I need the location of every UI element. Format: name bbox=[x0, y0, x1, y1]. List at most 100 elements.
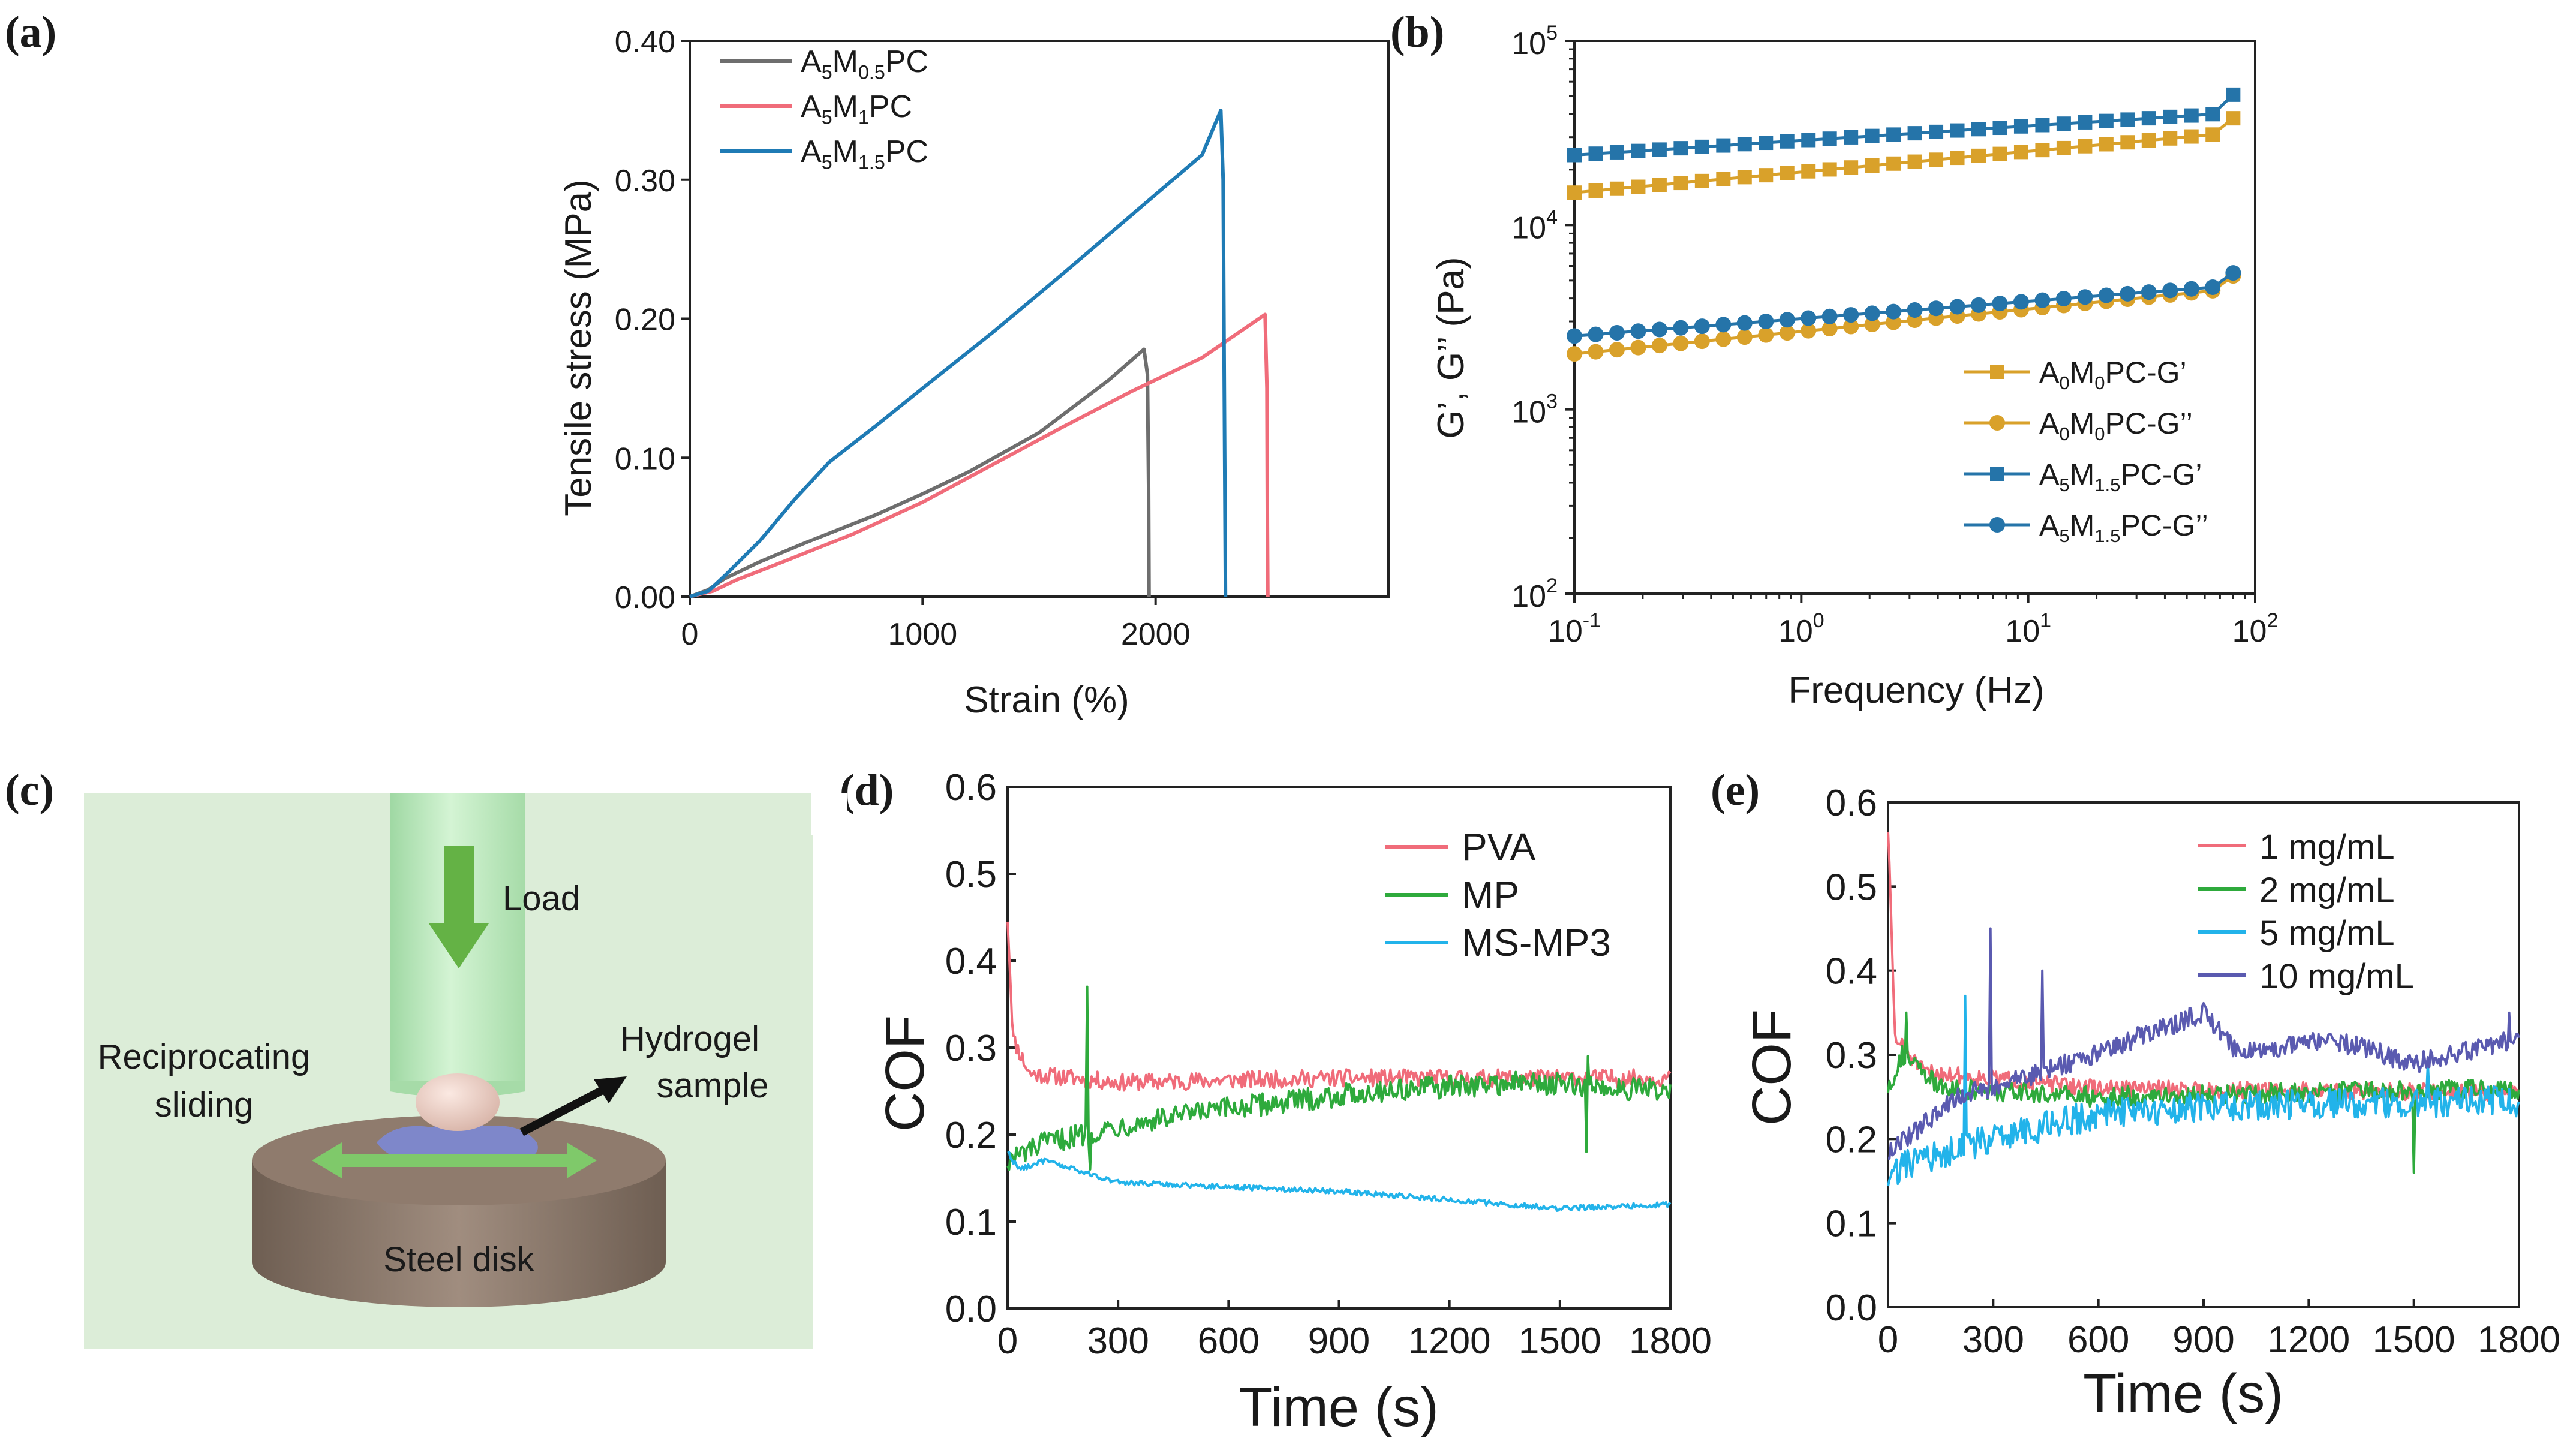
panel-b-square-marker bbox=[2205, 127, 2220, 142]
panel-b-square-marker bbox=[1822, 131, 1837, 146]
panel-a-ytick-label: 0.40 bbox=[615, 25, 675, 59]
panel-d-legend-label: MS-MP3 bbox=[1462, 921, 1611, 964]
panel-d-xtick-label: 600 bbox=[1198, 1320, 1260, 1362]
panel-d-xtick-label: 900 bbox=[1308, 1320, 1370, 1362]
panel-b-square-marker bbox=[1652, 178, 1667, 192]
panel-b-circle-marker bbox=[2141, 284, 2157, 300]
panel-b-legend-square bbox=[1990, 467, 2004, 481]
panel-b-square-marker bbox=[2226, 87, 2241, 102]
panel-d-xtick-label: 1200 bbox=[1408, 1320, 1491, 1362]
panel-b-circle-marker bbox=[1651, 338, 1667, 354]
panel-e-ytick-label: 0.2 bbox=[1826, 1119, 1877, 1160]
panel-e-xlabel: Time (s) bbox=[2083, 1363, 2283, 1424]
panel-b-xtick-label: 100 bbox=[1778, 609, 1824, 649]
panel-b-circle-marker bbox=[1864, 305, 1880, 321]
panel-b-legend-label: A5M1.5PC-G’ bbox=[2039, 458, 2202, 495]
panel-a-legend-label: A5M1PC bbox=[801, 89, 912, 128]
sliding-double-arrow-icon bbox=[312, 1142, 597, 1178]
panel-b-circle-marker bbox=[1843, 307, 1859, 323]
panel-b-square-marker bbox=[1588, 146, 1603, 161]
panel-a-xtick-label: 2000 bbox=[1121, 617, 1191, 652]
panel-b-legend-label: A5M1.5PC-G’’ bbox=[2039, 509, 2208, 546]
panel-b-circle-marker bbox=[2120, 285, 2136, 302]
panel-b-circle-marker bbox=[1588, 344, 1604, 360]
panel-b-square-marker bbox=[1694, 173, 1709, 188]
panel-b-square-marker bbox=[1716, 138, 1731, 153]
panel-b-square-marker bbox=[1992, 121, 2007, 136]
steel-disk-label: Steel disk bbox=[383, 1240, 534, 1279]
panel-d-xtick-label: 300 bbox=[1087, 1320, 1149, 1362]
panel-e-xtick-label: 600 bbox=[2067, 1319, 2129, 1361]
panel-b-frame bbox=[1573, 40, 2256, 595]
panel-b-ytick-label: 105 bbox=[1511, 22, 1558, 61]
panel-b-circle-marker bbox=[2055, 290, 2072, 306]
panel-b-square-marker bbox=[2141, 111, 2156, 126]
panel-e-legend-label: 1 mg/mL bbox=[2259, 828, 2395, 867]
panel-b-circle-marker bbox=[1928, 300, 1944, 317]
panel-e-ylabel: COF bbox=[1741, 1009, 1802, 1126]
panel-b-square-marker bbox=[2078, 115, 2093, 130]
panel-b-circle-marker bbox=[1758, 313, 1774, 329]
panel-b-circle-marker bbox=[1567, 346, 1582, 362]
panel-a-tensile-chart: Tensile stress (MPa) Strain (%) 0.00 0.10… bbox=[558, 25, 1390, 721]
panel-b-square-marker bbox=[1694, 139, 1709, 154]
panel-b-circle-marker bbox=[1821, 321, 1838, 337]
panel-e-cof-chart: COF Time (s) 0.0 0.1 0.2 0.3 0.4 0.5 0.6 0 300 60… bbox=[1741, 783, 2560, 1424]
panel-b-circle-marker bbox=[1886, 303, 1902, 320]
sliding-label-line1: Reciprocating bbox=[98, 1037, 311, 1076]
panel-d-ytick-label: 0.3 bbox=[945, 1028, 997, 1069]
panel-b-square-marker bbox=[1673, 141, 1688, 156]
panel-d-frame bbox=[1006, 786, 1672, 1310]
panel-label-c: (c) bbox=[5, 766, 54, 815]
panel-e-xtick-label: 900 bbox=[2172, 1319, 2234, 1361]
panel-a-ytick-label: 0.30 bbox=[615, 164, 675, 198]
panel-b-circle-marker bbox=[2098, 287, 2114, 303]
panel-b-square-marker bbox=[2184, 129, 2199, 144]
panel-a-ylabel: Tensile stress (MPa) bbox=[558, 179, 599, 516]
panel-b-circle-marker bbox=[1673, 335, 1689, 351]
panel-b-square-marker bbox=[1567, 148, 1582, 163]
panel-a-xtick-label: 1000 bbox=[888, 617, 957, 652]
panel-b-square-marker bbox=[1716, 172, 1731, 186]
panel-d-ytick-label: 0.5 bbox=[945, 854, 997, 895]
panel-b-xtick-label: 102 bbox=[2232, 609, 2279, 649]
panel-b-square-marker bbox=[1886, 156, 1901, 171]
panel-b-square-marker bbox=[1950, 123, 1965, 138]
panel-b-circle-marker bbox=[2205, 279, 2221, 295]
panel-b-circle-marker bbox=[1821, 308, 1838, 324]
panel-d-ytick-label: 0.0 bbox=[945, 1289, 997, 1330]
panel-label-e: (e) bbox=[1711, 766, 1760, 815]
panel-b-legend-circle bbox=[1989, 415, 2005, 431]
panel-e-xtick-label: 1800 bbox=[2478, 1319, 2560, 1361]
panel-b-square-marker bbox=[1780, 166, 1795, 180]
panel-d-ylabel: COF bbox=[874, 1015, 936, 1132]
panel-e-xtick-label: 0 bbox=[1878, 1319, 1898, 1361]
panel-b-circle-marker bbox=[1673, 320, 1689, 336]
panel-e-ytick-label: 0.6 bbox=[1826, 783, 1877, 824]
panel-b-square-marker bbox=[2120, 135, 2135, 150]
panel-b-square-marker bbox=[1631, 179, 1646, 194]
panel-d-legend-label: MP bbox=[1462, 873, 1519, 916]
hydrogel-pointer-arrowhead-icon bbox=[594, 1076, 627, 1103]
panel-b-square-marker bbox=[1609, 145, 1624, 160]
panel-d-ytick-label: 0.1 bbox=[945, 1202, 997, 1243]
panel-b-circle-marker bbox=[1651, 321, 1667, 338]
diagram-notch bbox=[811, 793, 847, 835]
panel-b-circle-marker bbox=[1779, 312, 1795, 328]
panel-e-legend-label: 5 mg/mL bbox=[2259, 914, 2395, 953]
panel-b-square-marker bbox=[1631, 143, 1646, 158]
panel-b-square-marker bbox=[2205, 107, 2220, 122]
panel-b-square-marker bbox=[2141, 133, 2156, 148]
panel-a-xlabel: Strain (%) bbox=[964, 679, 1129, 721]
panel-b-square-marker bbox=[2013, 145, 2028, 160]
panel-b-square-marker bbox=[1907, 126, 1922, 141]
panel-b-square-marker bbox=[2035, 143, 2050, 158]
hydrogel-pointer-line bbox=[519, 1084, 608, 1136]
panel-e-legend-label: 10 mg/mL bbox=[2259, 957, 2414, 996]
panel-d-cof-chart: COF Time (s) 0.0 0.1 0.2 0.3 0.4 0.5 0.6 0 300 60… bbox=[874, 767, 1712, 1438]
panel-d-xlabel: Time (s) bbox=[1239, 1377, 1439, 1438]
panel-b-square-marker bbox=[1759, 168, 1774, 183]
panel-b-square-marker bbox=[1567, 185, 1582, 200]
panel-b-circle-marker bbox=[1949, 299, 1965, 315]
panel-d-series-line bbox=[1007, 1151, 1672, 1212]
